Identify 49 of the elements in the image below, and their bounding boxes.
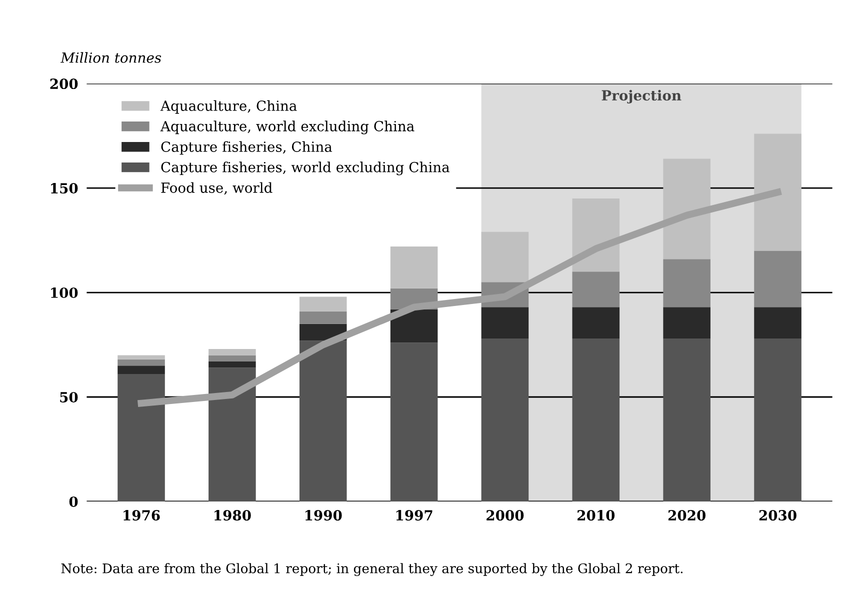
- bar: [208, 361, 256, 368]
- bar: [754, 338, 802, 502]
- bar: [754, 250, 802, 308]
- bar: [390, 246, 438, 288]
- bar: [118, 359, 165, 366]
- bar: [663, 307, 710, 338]
- x-tick-label: 1980: [214, 510, 251, 521]
- bar: [299, 311, 347, 324]
- legend-label: Food use, world: [161, 182, 272, 195]
- bar: [481, 232, 529, 282]
- y-tick-label: 50: [60, 392, 78, 402]
- x-tick-label: 2020: [668, 510, 706, 521]
- bar: [481, 338, 529, 502]
- x-tick-label: 2030: [759, 510, 796, 521]
- y-tick-label: 150: [51, 183, 78, 194]
- bar: [481, 307, 529, 338]
- bar: [663, 158, 710, 260]
- legend-label: Capture fisheries, China: [161, 141, 332, 155]
- bar: [754, 134, 802, 251]
- bar: [299, 340, 347, 502]
- y-tick-label: 0: [69, 496, 78, 507]
- bar: [663, 338, 710, 502]
- bar: [208, 368, 256, 502]
- bar: [208, 355, 256, 362]
- bar: [754, 307, 802, 338]
- legend-label: Aquaculture, world excluding China: [160, 120, 414, 134]
- legend-label: Capture fisheries, world excluding China: [161, 162, 450, 176]
- bar: [663, 259, 710, 308]
- bar: [299, 296, 347, 312]
- y-tick-label: 200: [50, 78, 78, 90]
- band-label: Projection: [602, 90, 682, 104]
- bar: [572, 338, 620, 502]
- bar: [118, 366, 165, 374]
- bar: [390, 342, 438, 502]
- bar: [572, 272, 620, 308]
- bar: [572, 307, 620, 338]
- legend-label: Aquaculture, China: [160, 100, 297, 114]
- bar: [208, 348, 256, 356]
- y-tick-label: 100: [51, 288, 78, 298]
- text: Note: Data are from the Global 1 report; in general they are suported by the Global 2 report.: [61, 563, 683, 576]
- x-tick-label: 1976: [124, 510, 160, 521]
- x-tick-label: 1990: [305, 510, 342, 521]
- x-tick-label: 2010: [578, 510, 615, 521]
- x-tick-label: 2000: [486, 510, 524, 521]
- x-tick-label: 1997: [396, 510, 432, 521]
- bar: [118, 374, 165, 502]
- y-axis-title: Million tonnes: [60, 52, 162, 63]
- bar: [390, 309, 438, 343]
- bar: [118, 355, 165, 360]
